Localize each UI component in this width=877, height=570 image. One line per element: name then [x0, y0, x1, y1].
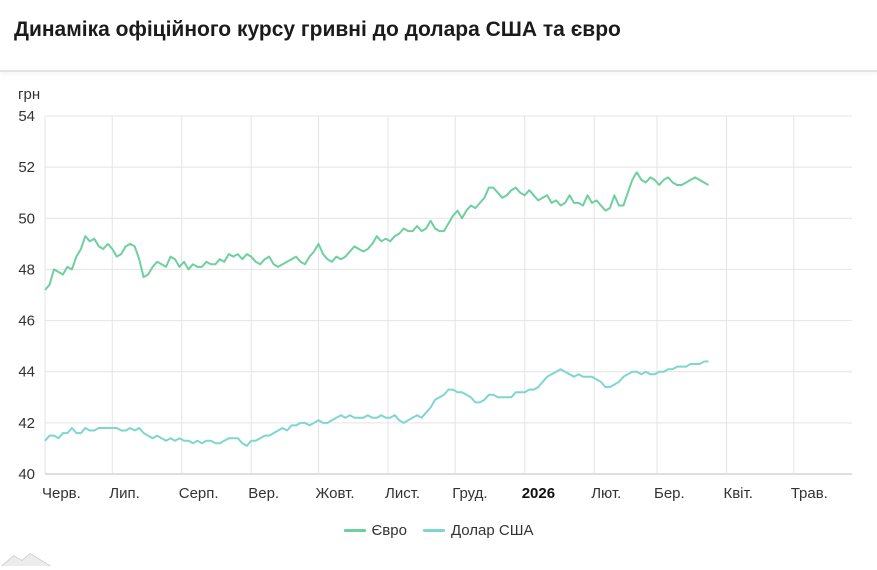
x-tick-label: Квіт. — [723, 485, 752, 502]
chart-title: Динаміка офіційного курсу гривні до дола… — [14, 18, 621, 41]
y-tick-label: 40 — [18, 466, 35, 483]
legend-swatch-usd — [422, 529, 445, 532]
x-tick-label: Трав. — [791, 485, 828, 502]
line-chart: грн 40 42 44 46 48 50 52 54 Черв. Лип. Серп. Вер. Ж… — [18, 86, 852, 502]
x-tick-label: Черв. — [42, 485, 81, 502]
x-tick-label: Бер. — [654, 485, 685, 502]
y-tick-label: 52 — [18, 159, 35, 176]
y-tick-label: 48 — [18, 261, 35, 278]
legend-label-usd: Долар США — [450, 522, 534, 539]
legend-item-usd[interactable]: Долар США — [422, 522, 534, 539]
x-tick-label: Лист. — [385, 485, 420, 502]
x-tick-label: Вер. — [248, 485, 279, 502]
x-axis-ticks: Черв. Лип. Серп. Вер. Жовт. Лист. Груд. 2026 Лют… — [42, 485, 828, 502]
mountain-logo-icon — [1, 553, 51, 567]
x-tick-label: Груд. — [452, 485, 487, 502]
y-tick-label: 50 — [18, 210, 35, 227]
y-tick-label: 54 — [18, 108, 35, 125]
chart-series — [44, 171, 709, 447]
legend-swatch-euro — [343, 529, 366, 532]
x-tick-label: Серп. — [179, 485, 219, 502]
x-tick-label: Жовт. — [315, 485, 354, 502]
chart-grid — [44, 115, 852, 475]
y-tick-label: 42 — [18, 415, 35, 432]
x-tick-label: Лип. — [109, 485, 140, 502]
chart-legend: Євро Долар США — [0, 522, 877, 539]
legend-item-euro[interactable]: Євро — [343, 522, 407, 539]
header-divider — [0, 70, 877, 72]
series-line-euro — [44, 171, 709, 291]
series-line-usd — [44, 360, 709, 447]
x-tick-label: Лют. — [591, 485, 621, 502]
legend-label-euro: Євро — [371, 522, 407, 539]
y-tick-label: 44 — [18, 364, 35, 381]
y-axis-ticks: 40 42 44 46 48 50 52 54 — [18, 108, 35, 483]
x-tick-label: 2026 — [522, 485, 555, 502]
y-tick-label: 46 — [18, 313, 35, 330]
y-axis-label: грн — [18, 86, 40, 103]
